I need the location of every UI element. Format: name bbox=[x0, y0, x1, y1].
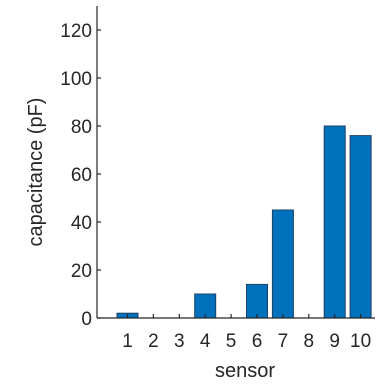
x-tick-label: 9 bbox=[329, 331, 340, 352]
x-tick-label: 8 bbox=[304, 331, 315, 352]
y-ticks: 0 20 40 60 80 100 120 bbox=[60, 21, 101, 330]
bar-sensor-9 bbox=[323, 125, 346, 319]
x-tick-label: 5 bbox=[226, 331, 237, 352]
y-tick-label: 100 bbox=[60, 69, 92, 90]
x-tick-label: 4 bbox=[200, 331, 211, 352]
bar-sensor-6 bbox=[246, 283, 268, 319]
y-tick-label: 80 bbox=[71, 117, 92, 138]
bar-sensor-7 bbox=[271, 209, 294, 319]
x-tick-label: 3 bbox=[174, 331, 185, 352]
x-tick-label: 10 bbox=[350, 331, 371, 352]
x-tick-label: 2 bbox=[148, 331, 159, 352]
x-tick-label: 7 bbox=[278, 331, 289, 352]
y-tick-label: 40 bbox=[71, 213, 92, 234]
x-ticks: 1 2 3 4 5 6 7 8 9 10 bbox=[122, 314, 371, 352]
bars-layer bbox=[116, 125, 372, 319]
x-axis-title: sensor bbox=[215, 360, 275, 382]
x-tick-label: 6 bbox=[252, 331, 263, 352]
x-tick-label: 1 bbox=[122, 331, 133, 352]
y-tick-label: 120 bbox=[60, 21, 92, 42]
y-axis-title: capacitance (pF) bbox=[25, 98, 47, 247]
y-tick-label: 0 bbox=[81, 309, 92, 330]
y-tick-label: 60 bbox=[71, 165, 92, 186]
y-tick-label: 20 bbox=[71, 261, 92, 282]
axes-layer bbox=[96, 6, 375, 319]
bar-sensor-10 bbox=[349, 135, 372, 319]
